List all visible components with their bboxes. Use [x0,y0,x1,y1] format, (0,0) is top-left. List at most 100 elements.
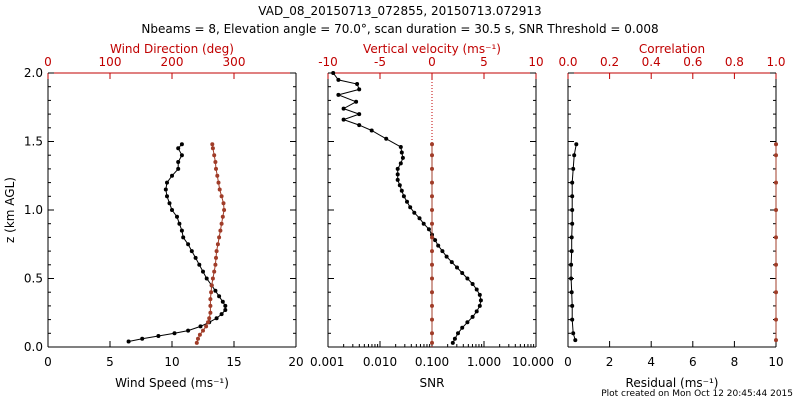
wind-wind-direction-deg-point [194,340,199,345]
vert-vertical-velocity-ms-point [354,99,359,104]
vert-snr-point [430,331,434,336]
resid-residual-ms-point [569,276,574,281]
wind-wind-direction-deg-point [214,255,218,260]
wind-wind-direction-deg-point [214,166,218,171]
wind-wind-speed-ms-point [140,336,145,341]
vert-vertical-velocity-ms-point [357,112,362,117]
vert-vertical-velocity-ms-line [332,72,482,344]
wind-bottom-tick-label: 0 [44,355,52,369]
wind-wind-direction-deg-point [220,214,225,219]
wind-wind-speed-ms-point [179,153,184,158]
resid-top-tick-label: 0.4 [642,55,661,69]
wind-wind-direction-deg-point [214,249,219,254]
resid-residual-ms-point [570,194,575,199]
wind-wind-direction-deg-point [213,262,218,267]
vert-snr-point [430,249,434,254]
vert-vertical-velocity-ms-point [440,249,445,254]
wind-wind-direction-deg-point [222,208,227,212]
vert-top-tick-label: -10 [318,55,338,69]
wind-wind-direction-deg-point [201,328,205,333]
resid-residual-ms-point [572,153,577,158]
wind-wind-direction-deg-point [218,228,223,233]
wind-wind-speed-ms-point [165,194,169,199]
vert-vertical-velocity-ms-point [355,82,360,86]
vert-vertical-velocity-ms-point [477,303,482,308]
resid-bottom-tick-label: 6 [689,355,697,369]
vert-vertical-velocity-ms-point [465,276,470,281]
wind-wind-speed-ms-point [175,214,179,219]
vert-snr-point [430,166,434,171]
wind-wind-direction-deg-point [217,187,222,192]
vert-snr-point [430,180,434,185]
wind-wind-speed-ms-point [220,299,225,304]
vert-vertical-velocity-ms-point [369,128,374,133]
wind-wind-direction-deg-point [219,221,224,226]
resid-correlation-point [774,262,778,267]
wind-wind-direction-deg-point [204,324,209,329]
wind-bottom-tick-label: 10 [164,355,179,369]
wind-top-axis-title: Wind Direction (deg) [110,42,234,56]
vert-snr-point [430,142,434,147]
resid-top-tick-label: 0.6 [683,55,702,69]
vert-vertical-velocity-ms-point [478,298,483,303]
vert-top-tick-label: -5 [374,55,386,69]
y-tick-label: 1.0 [24,203,43,217]
vert-snr-point [430,221,434,226]
wind-top-tick-label: 300 [223,55,246,69]
wind-wind-speed-ms-point [213,288,218,293]
wind-wind-speed-ms-point [179,142,184,147]
wind-wind-speed-ms-point [197,262,202,267]
vert-vertical-velocity-ms-point [465,320,470,325]
vert-snr-point [430,340,434,345]
resid-correlation-point [774,142,778,147]
vert-vertical-velocity-ms-point [449,260,454,265]
vert-vertical-velocity-ms-point [444,254,449,259]
vert-snr-point [430,303,434,308]
wind-wind-direction-deg-point [213,160,218,164]
vert-snr-point [430,317,434,322]
vert-snr-point [430,153,434,158]
vert-snr-point [430,262,434,267]
resid-correlation-point [774,180,778,185]
wind-wind-speed-ms-point [181,235,186,240]
vert-vertical-velocity-ms-point [398,145,403,149]
wind-wind-speed-ms-point [177,221,182,226]
resid-top-tick-label: 0.2 [600,55,619,69]
vert-snr-point [430,290,434,295]
resid-bottom-tick-label: 10 [768,355,783,369]
wind-wind-speed-ms-point [217,294,222,299]
vert-vertical-velocity-ms-point [341,106,346,111]
vert-vertical-velocity-ms-point [357,123,362,128]
resid-residual-ms-point [571,166,576,171]
vert-top-axis-title: Vertical velocity (ms⁻¹) [363,42,501,56]
vert-vertical-velocity-ms-point [341,117,346,122]
resid-top-tick-label: 0.0 [558,55,577,69]
vert-vertical-velocity-ms-point [395,177,400,182]
vert-vertical-velocity-ms-point [357,87,362,92]
wind-bottom-tick-label: 20 [288,355,303,369]
wind-wind-speed-ms-point [198,324,203,329]
resid-bottom-tick-label: 4 [647,355,655,369]
resid-correlation-point [774,153,778,158]
vert-vertical-velocity-ms-point [456,331,460,336]
resid-residual-ms-point [570,303,575,308]
wind-wind-direction-deg-point [210,142,215,147]
wind-wind-speed-ms-point [214,316,219,321]
vert-vertical-velocity-ms-point [395,166,400,171]
resid-residual-ms-point [573,338,578,343]
wind-wind-speed-ms-point [170,173,174,178]
wind-wind-direction-deg-point [208,310,213,315]
wind-top-tick-label: 100 [99,55,122,69]
wind-wind-speed-ms-point [186,328,191,333]
vert-vertical-velocity-ms-point [336,92,341,97]
figure-title-line2: Nbeams = 8, Elevation angle = 70.0°, sca… [141,22,658,36]
wind-bottom-axis-title: Wind Speed (ms⁻¹) [115,376,229,390]
wind-wind-direction-deg-point [210,276,215,281]
resid-correlation-point [774,338,778,343]
resid-residual-ms-point [569,235,574,240]
resid-bottom-tick-label: 0 [564,355,572,369]
vert-vertical-velocity-ms-point [421,221,426,226]
wind-bottom-tick-label: 5 [106,355,114,369]
wind-wind-speed-ms-point [193,255,198,260]
vert-snr-point [430,194,434,199]
